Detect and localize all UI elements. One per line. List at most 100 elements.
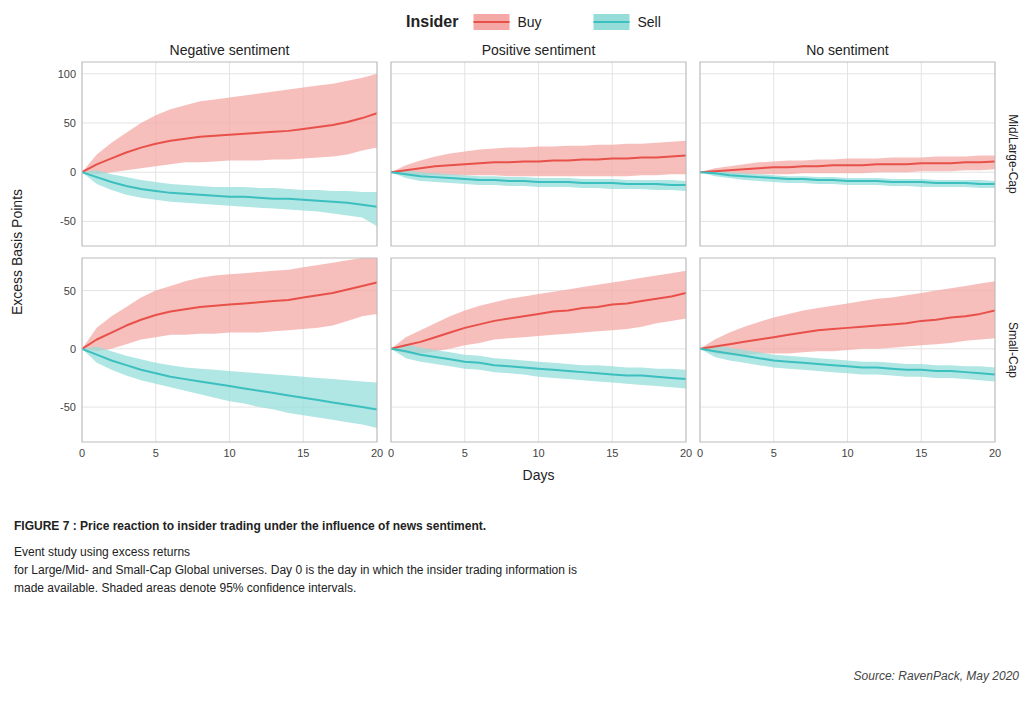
confidence-band	[391, 344, 686, 388]
confidence-band	[391, 271, 686, 354]
marks	[700, 155, 995, 187]
confidence-band	[700, 281, 995, 354]
x-tick-label: 15	[606, 447, 618, 459]
y-tick-label: 50	[64, 117, 76, 129]
plot-frame	[82, 62, 377, 246]
confidence-band	[82, 74, 377, 174]
plot-background	[700, 258, 995, 442]
plot-frame	[391, 62, 686, 246]
confidence-band	[82, 347, 377, 429]
source-note: Source: RavenPack, May 2020	[854, 669, 1020, 683]
x-tick-label: 0	[697, 447, 703, 459]
confidence-band	[82, 170, 377, 226]
confidence-band	[700, 155, 995, 174]
plot-background	[82, 62, 377, 246]
legend-label: Buy	[518, 14, 542, 30]
x-tick-label: 0	[79, 447, 85, 459]
caption-heading: FIGURE 7 : Price reaction to insider tra…	[14, 519, 486, 533]
panel	[700, 62, 995, 246]
mean-line	[700, 161, 995, 172]
grid-line	[464, 258, 465, 442]
x-tick-label: 10	[223, 447, 235, 459]
panel: -50 0 50 100	[58, 62, 377, 246]
y-tick-label: 100	[58, 68, 76, 80]
x-axis-label: Days	[523, 467, 555, 483]
plot-frame	[700, 258, 995, 442]
mean-line	[82, 172, 377, 206]
grid-line	[82, 221, 377, 222]
row-title: Mid/Large-Cap	[1006, 114, 1020, 194]
y-axis-label: Excess Basis Points	[9, 189, 25, 315]
y-tick-label: 0	[70, 166, 76, 178]
legend-swatch-line	[474, 21, 510, 23]
panel-title: Negative sentiment	[170, 42, 290, 58]
grid-line	[773, 62, 774, 246]
y-tick-label: -50	[60, 215, 76, 227]
plot-frame	[391, 258, 686, 442]
caption-text: Event study using excess returns	[14, 545, 190, 559]
legend-swatch	[594, 14, 630, 30]
panel	[391, 62, 686, 246]
marks	[82, 258, 377, 428]
mean-line	[391, 293, 686, 349]
x-tick-label: 10	[532, 447, 544, 459]
mean-line	[391, 155, 686, 172]
x-tick-label: 5	[153, 447, 159, 459]
grid-line	[391, 73, 686, 74]
figure: -50050100Negative sentimentExcess Basis …	[0, 0, 1033, 703]
mean-line	[700, 349, 995, 375]
plot-background	[700, 62, 995, 246]
plot-background	[391, 258, 686, 442]
marks	[391, 271, 686, 389]
confidence-band	[391, 141, 686, 176]
grid-line	[391, 407, 686, 408]
grid-line	[700, 123, 995, 124]
mean-line	[82, 113, 377, 172]
legend-swatch-line	[594, 21, 630, 23]
grid-line	[391, 221, 686, 222]
x-tick-label: 15	[915, 447, 927, 459]
marks	[82, 74, 377, 227]
plot-frame	[700, 62, 995, 246]
grid-line	[847, 62, 848, 246]
confidence-band	[391, 170, 686, 191]
plot-background	[391, 62, 686, 246]
panel: 05101520	[388, 258, 692, 459]
caption: FIGURE 7 : Price reaction to insider tra…	[14, 519, 1019, 683]
grid-line	[700, 407, 995, 408]
legend-label: Sell	[638, 14, 661, 30]
grid-line	[82, 172, 377, 173]
legend: Insider Buy Sell	[406, 13, 661, 30]
grid-line	[391, 123, 686, 124]
caption-text: for Large/Mid- and Small-Cap Global univ…	[14, 563, 577, 577]
mean-line	[82, 349, 377, 410]
panel: 05101520-50050	[60, 256, 383, 459]
mean-line	[391, 349, 686, 379]
y-tick-label: -50	[60, 401, 76, 413]
y-tick-label: 50	[64, 285, 76, 297]
legend-swatch	[474, 14, 510, 30]
y-tick-label: 0	[70, 343, 76, 355]
x-tick-label: 0	[388, 447, 394, 459]
x-tick-label: 5	[771, 447, 777, 459]
grid-line	[538, 258, 539, 442]
plot-frame	[82, 258, 377, 442]
mean-line	[391, 172, 686, 185]
row-title: Small-Cap	[1006, 322, 1020, 378]
confidence-band	[700, 170, 995, 188]
mean-line	[700, 310, 995, 348]
legend-title: Insider	[406, 13, 458, 30]
grid-line	[700, 73, 995, 74]
panel-title: Positive sentiment	[482, 42, 596, 58]
x-tick-label: 15	[297, 447, 309, 459]
panel-title: No sentiment	[806, 42, 889, 58]
x-tick-label: 20	[989, 447, 1001, 459]
confidence-band	[82, 258, 377, 351]
marks	[391, 141, 686, 191]
caption-text: made available. Shaded areas denote 95% …	[14, 581, 356, 595]
grid-line	[921, 62, 922, 246]
confidence-band	[700, 345, 995, 381]
x-tick-label: 10	[841, 447, 853, 459]
panel: 0 5 10 15 20	[697, 258, 1001, 459]
x-tick-label: 20	[680, 447, 692, 459]
